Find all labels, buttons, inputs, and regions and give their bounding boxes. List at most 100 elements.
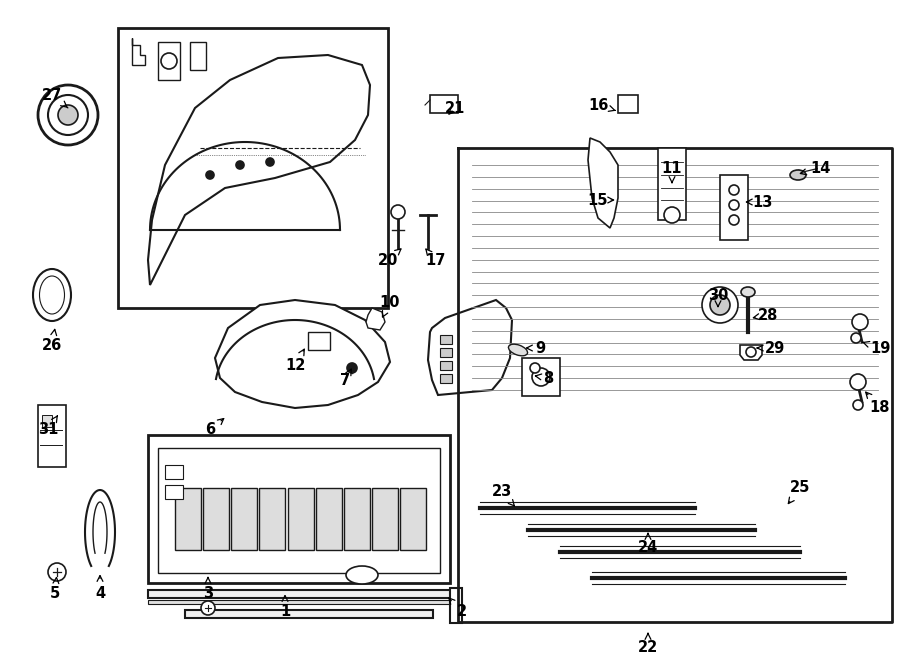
Circle shape xyxy=(729,200,739,210)
Text: 30: 30 xyxy=(707,287,728,307)
Circle shape xyxy=(532,368,550,386)
Bar xyxy=(42,415,52,427)
Bar xyxy=(158,448,440,573)
Ellipse shape xyxy=(40,276,65,314)
Polygon shape xyxy=(366,308,385,330)
Ellipse shape xyxy=(790,170,806,180)
Text: 17: 17 xyxy=(425,249,446,267)
Ellipse shape xyxy=(346,566,378,584)
Text: 6: 6 xyxy=(205,418,224,438)
Bar xyxy=(165,485,183,499)
Circle shape xyxy=(161,53,177,69)
Polygon shape xyxy=(428,300,512,395)
Text: 8: 8 xyxy=(536,371,554,385)
Bar xyxy=(450,588,462,623)
Ellipse shape xyxy=(508,344,527,355)
Bar xyxy=(522,358,560,396)
Polygon shape xyxy=(132,38,145,65)
Text: 26: 26 xyxy=(42,330,62,352)
Text: 13: 13 xyxy=(746,195,772,209)
Text: 11: 11 xyxy=(662,160,682,183)
Circle shape xyxy=(530,363,540,373)
Text: 5: 5 xyxy=(50,577,60,600)
Circle shape xyxy=(391,205,405,219)
Text: 24: 24 xyxy=(638,533,658,555)
Circle shape xyxy=(38,85,98,145)
Bar xyxy=(190,42,206,70)
Bar xyxy=(344,488,370,550)
Ellipse shape xyxy=(741,287,755,297)
Text: 10: 10 xyxy=(380,295,400,317)
Circle shape xyxy=(710,295,730,315)
Circle shape xyxy=(850,374,866,390)
Ellipse shape xyxy=(33,269,71,321)
Text: 2: 2 xyxy=(449,598,467,620)
Circle shape xyxy=(58,105,78,125)
Bar xyxy=(400,488,426,550)
Bar xyxy=(165,465,183,479)
Bar xyxy=(658,148,686,220)
Text: 20: 20 xyxy=(378,249,400,267)
Bar xyxy=(203,488,230,550)
Text: 3: 3 xyxy=(202,577,213,600)
Bar xyxy=(618,95,638,113)
Bar xyxy=(308,332,330,350)
Text: 12: 12 xyxy=(284,349,305,373)
Bar xyxy=(430,95,458,113)
Text: 16: 16 xyxy=(588,97,616,113)
Circle shape xyxy=(851,333,861,343)
Circle shape xyxy=(48,563,66,581)
Bar xyxy=(38,405,66,467)
Polygon shape xyxy=(215,300,390,408)
Text: 14: 14 xyxy=(800,160,830,175)
Bar xyxy=(287,488,313,550)
Circle shape xyxy=(702,287,738,323)
Bar xyxy=(175,488,201,550)
Text: 19: 19 xyxy=(863,340,890,355)
Bar xyxy=(316,488,342,550)
Bar xyxy=(158,42,180,80)
Bar xyxy=(440,361,452,370)
Circle shape xyxy=(206,171,214,179)
Circle shape xyxy=(48,95,88,135)
Circle shape xyxy=(729,215,739,225)
Circle shape xyxy=(236,161,244,169)
Text: 7: 7 xyxy=(340,369,351,387)
Circle shape xyxy=(729,185,739,195)
Circle shape xyxy=(853,400,863,410)
Text: 1: 1 xyxy=(280,596,290,620)
Bar xyxy=(148,600,453,604)
Bar xyxy=(148,590,453,598)
Circle shape xyxy=(852,314,868,330)
Bar xyxy=(720,175,748,240)
Polygon shape xyxy=(740,345,762,360)
Bar xyxy=(231,488,257,550)
Bar xyxy=(372,488,398,550)
Circle shape xyxy=(201,601,215,615)
Polygon shape xyxy=(148,55,370,285)
Bar xyxy=(440,374,452,383)
Bar xyxy=(440,348,452,357)
Text: 9: 9 xyxy=(526,340,545,355)
Text: 23: 23 xyxy=(492,485,515,506)
Text: 22: 22 xyxy=(638,634,658,655)
Bar xyxy=(118,28,388,308)
Text: 31: 31 xyxy=(38,416,58,438)
Text: 18: 18 xyxy=(866,392,890,416)
Text: 15: 15 xyxy=(588,193,614,207)
Bar xyxy=(259,488,285,550)
Circle shape xyxy=(664,207,680,223)
Text: 29: 29 xyxy=(757,340,785,355)
Text: 28: 28 xyxy=(753,308,778,322)
Text: 25: 25 xyxy=(788,481,810,504)
Circle shape xyxy=(266,158,274,166)
Text: 27: 27 xyxy=(42,87,68,108)
Bar xyxy=(440,335,452,344)
Bar xyxy=(185,610,433,618)
Text: 4: 4 xyxy=(94,575,105,600)
Text: 21: 21 xyxy=(445,101,465,115)
Polygon shape xyxy=(588,138,618,228)
Circle shape xyxy=(746,347,756,357)
Bar xyxy=(148,435,450,583)
Circle shape xyxy=(347,363,357,373)
